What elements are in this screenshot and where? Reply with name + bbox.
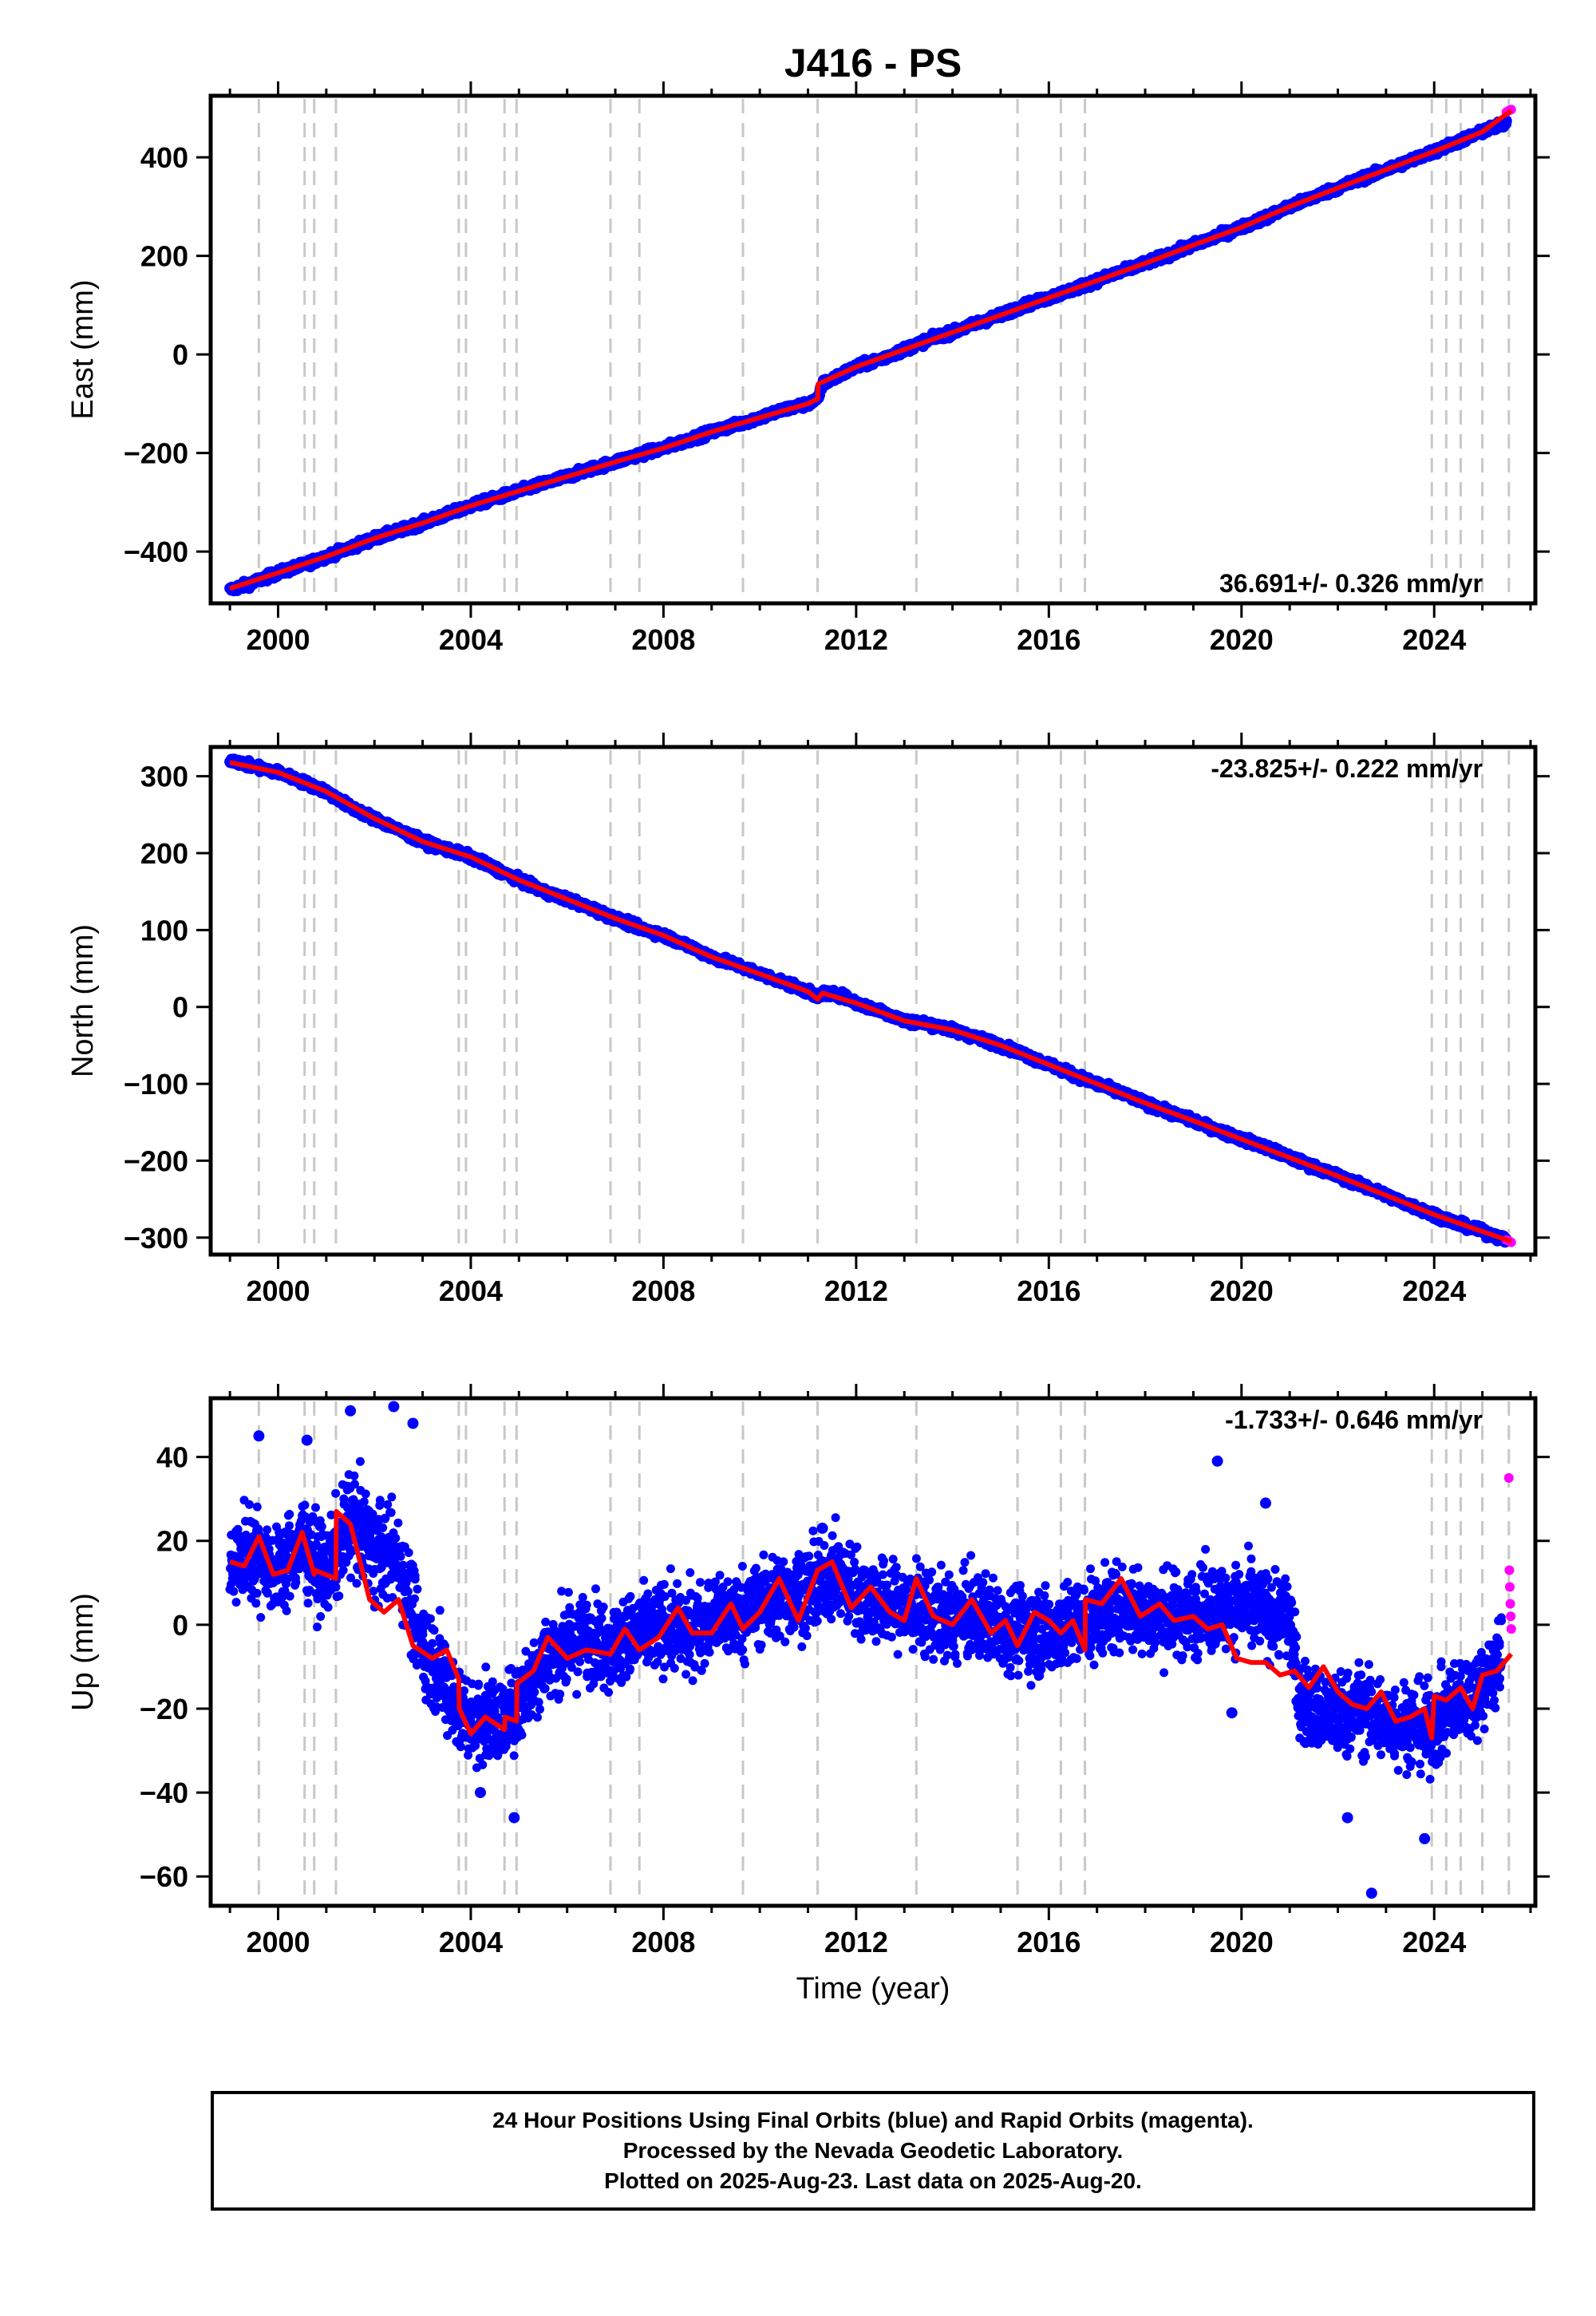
y-tick-label: −400 — [124, 536, 188, 568]
y-tick-label: 0 — [172, 338, 188, 371]
x-tick-label: 2012 — [824, 623, 888, 656]
y-tick-label: 400 — [140, 141, 188, 174]
rate-annotation: 36.691+/- 0.326 mm/yr — [1219, 569, 1483, 598]
data-points-group — [224, 753, 1516, 1248]
x-tick-label: 2024 — [1402, 623, 1466, 656]
east-panel: 2000 2004 2008 2012 2016 2020 2024 −400 −200 0 200… — [66, 81, 1550, 656]
y-axis-label: East (mm) — [66, 279, 100, 419]
y-tick-label: −200 — [124, 437, 188, 470]
x-tick-label: 2016 — [1017, 623, 1080, 656]
y-tick-label: 200 — [140, 240, 188, 273]
chart-title: J416 - PS — [784, 41, 962, 85]
x-tick-label: 2004 — [439, 623, 503, 656]
x-tick-label: 2000 — [246, 623, 310, 656]
x-tick-label: 2008 — [631, 623, 695, 656]
x-tick-label: 2020 — [1210, 623, 1274, 656]
north-panel: 2000 2004 2008 2012 2016 2020 2024−300−200−100… — [66, 733, 1550, 1307]
